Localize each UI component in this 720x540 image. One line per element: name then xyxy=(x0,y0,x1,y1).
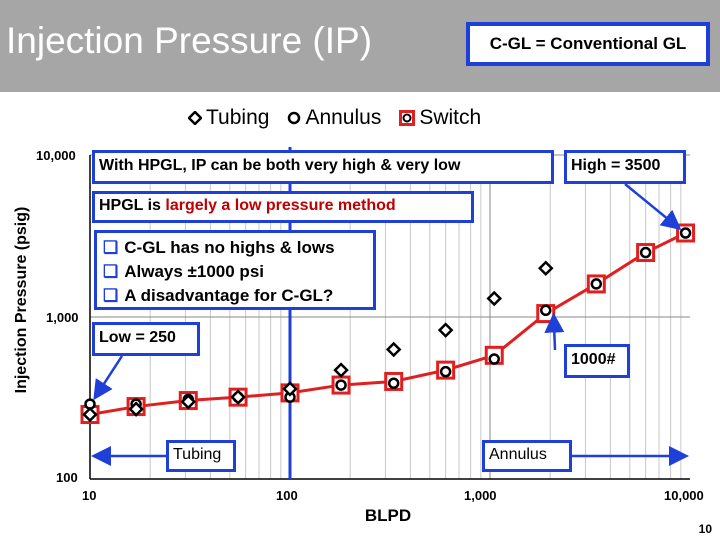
annulus-point xyxy=(679,227,692,239)
diamond-marker-icon xyxy=(188,111,202,125)
annulus-point xyxy=(387,377,400,389)
bullet-item: ❑ A disadvantage for C-GL? xyxy=(103,286,334,305)
y-tick-label: 100 xyxy=(56,470,78,485)
callout-hpgl-range: With HPGL, IP can be both very high & ve… xyxy=(92,150,554,184)
tubing-point xyxy=(82,406,98,423)
tubing-point xyxy=(385,341,402,358)
x-tick-label: 100 xyxy=(276,488,298,503)
tubing-point xyxy=(486,290,503,307)
x-tick-label: 1,000 xyxy=(464,488,497,503)
annulus-point xyxy=(639,246,652,259)
callout-annulus-region: Annulus xyxy=(482,440,572,472)
tubing-point xyxy=(537,260,554,277)
callout-arrows xyxy=(91,183,689,466)
annulus-point xyxy=(590,278,603,290)
legend-item-tubing: Tubing xyxy=(188,106,269,130)
data-markers xyxy=(80,223,696,425)
legend-label-tubing: Tubing xyxy=(206,106,270,129)
legend-item-annulus: Annulus xyxy=(287,106,381,130)
cgl-bullet-box: ❑ C-GL has no highs & lows ❑ Always ±1000 … xyxy=(94,230,376,310)
callout-tubing-region: Tubing xyxy=(166,440,236,472)
x-axis-label: BLPD xyxy=(364,506,412,525)
page-title: Injection Pressure (IP) xyxy=(6,20,373,61)
bullet-icon: ❑ xyxy=(103,262,119,281)
title-bar: Injection Pressure (IP) C-GL = Conventio… xyxy=(0,0,720,92)
annulus-point xyxy=(439,365,452,378)
arrow-to-cgl xyxy=(544,312,565,351)
bullet-item: ❑ Always ±1000 psi xyxy=(103,262,264,281)
y-tick-label: 10,000 xyxy=(36,148,76,163)
legend-item-switch: Switch xyxy=(399,106,481,130)
bullet-icon: ❑ xyxy=(103,238,119,257)
chart-legend: Tubing Annulus Switch xyxy=(188,104,499,132)
callout-high: High = 3500 xyxy=(564,150,686,184)
bullet-icon: ❑ xyxy=(103,286,119,305)
tubing-point xyxy=(230,389,246,405)
tubing-point xyxy=(282,381,298,397)
y-tick-label: 1,000 xyxy=(46,310,79,325)
callout-hpgl-low: HPGL is largely a low pressure method xyxy=(92,191,474,223)
annulus-point xyxy=(335,379,347,391)
x-tick-label: 10 xyxy=(82,488,97,503)
callout-cgl-1000: 1000# xyxy=(564,344,630,378)
tubing-point xyxy=(437,322,454,338)
circle-marker-icon xyxy=(288,111,301,125)
annulus-point xyxy=(488,353,500,365)
legend-label-annulus: Annulus xyxy=(305,106,382,129)
arrow-to-high xyxy=(624,183,682,231)
definition-badge: C-GL = Conventional GL xyxy=(466,22,710,66)
tubing-point xyxy=(180,393,197,410)
tubing-point xyxy=(333,362,349,378)
page-number: 10 xyxy=(698,522,712,536)
arrow-to-low xyxy=(93,355,124,401)
legend-label-switch: Switch xyxy=(419,106,482,129)
callout-low: Low = 250 xyxy=(92,322,200,356)
square-marker-icon xyxy=(399,110,416,126)
bullet-item: ❑ C-GL has no highs & lows xyxy=(103,238,335,257)
tubing-point xyxy=(128,401,144,417)
x-tick-label: 10,000 xyxy=(664,488,704,503)
annulus-point xyxy=(540,304,552,317)
